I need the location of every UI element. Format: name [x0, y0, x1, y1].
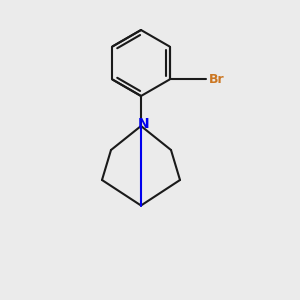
Text: N: N	[138, 118, 150, 131]
Text: Br: Br	[208, 73, 224, 86]
